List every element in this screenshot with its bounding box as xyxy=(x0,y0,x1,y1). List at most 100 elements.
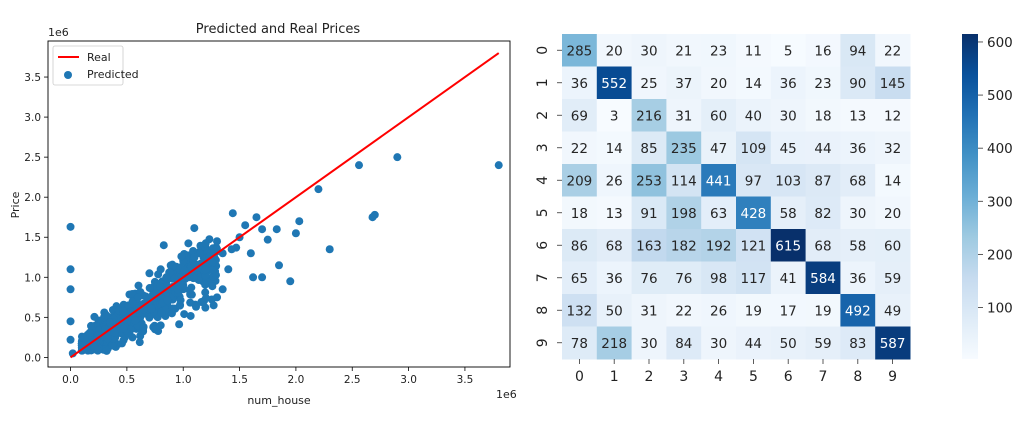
heatmap-cell-value: 98 xyxy=(710,271,727,287)
heatmap-cell xyxy=(736,164,772,197)
heatmap-cell-value: 58 xyxy=(780,206,797,222)
heatmap-cell-value: 85 xyxy=(640,141,657,157)
predicted-point xyxy=(208,265,217,274)
predicted-point xyxy=(151,325,160,334)
predicted-point xyxy=(85,328,94,337)
heatmap-cell xyxy=(770,196,807,230)
heatmap-cell xyxy=(666,229,702,262)
heatmap-cell xyxy=(631,229,667,262)
predicted-point xyxy=(228,209,237,218)
heatmap-cell xyxy=(701,131,737,165)
heatmap-cell-value: 69 xyxy=(571,108,588,124)
predicted-point xyxy=(295,217,304,226)
scatter-y-label: Price xyxy=(9,191,22,218)
heatmap-cell xyxy=(875,326,911,360)
heatmap-cell-value: 45 xyxy=(780,141,797,157)
heatmap-cell xyxy=(666,326,702,360)
predicted-point xyxy=(66,335,75,344)
heatmap-cell xyxy=(770,164,807,197)
predicted-point xyxy=(249,273,258,282)
heatmap-cell xyxy=(736,131,772,165)
predicted-point xyxy=(218,285,227,294)
heatmap-cell xyxy=(736,196,772,230)
heatmap-cell xyxy=(805,294,841,327)
heatmap-cell xyxy=(596,34,633,67)
y-tick-label: 3.5 xyxy=(24,72,41,84)
predicted-point xyxy=(134,293,143,302)
predicted-point xyxy=(393,153,402,162)
heatmap-cell-value: 36 xyxy=(606,271,623,287)
scatter-chart: Predicted and Real Prices 0.0 0.5 1.0 1.5 2.… xyxy=(9,22,517,407)
heatmap-cell-value: 19 xyxy=(745,303,762,319)
predicted-point xyxy=(80,333,89,342)
heatmap-cell-value: 68 xyxy=(849,173,866,189)
heatmap-cell-value: 132 xyxy=(567,303,593,319)
heatmap-y-label: 8 xyxy=(535,306,551,315)
predicted-point xyxy=(145,313,154,322)
heatmap-cell xyxy=(631,66,667,100)
heatmap-cell-value: 14 xyxy=(606,141,623,157)
heatmap-cell-value: 218 xyxy=(601,336,627,352)
predicted-point xyxy=(134,281,143,290)
heatmap-cell xyxy=(701,99,737,132)
heatmap-cell-value: 103 xyxy=(775,173,801,189)
predicted-point xyxy=(201,280,210,289)
colorbar-tick-label: 300 xyxy=(987,194,1013,210)
heatmap-cell xyxy=(805,261,841,295)
heatmap-cell-value: 36 xyxy=(571,76,588,92)
heatmap-cell xyxy=(805,34,841,67)
x-tick-label: 1.0 xyxy=(175,374,192,386)
heatmap-cell xyxy=(666,99,702,132)
heatmap-cell xyxy=(631,99,667,132)
heatmap-cell-value: 16 xyxy=(814,43,831,59)
y-tick-label: 1.0 xyxy=(24,272,41,284)
predicted-point xyxy=(145,284,154,293)
heatmap-cell-value: 91 xyxy=(640,206,657,222)
heatmap-cell-value: 18 xyxy=(814,108,831,124)
predicted-point xyxy=(145,269,154,278)
heatmap-x-label: 1 xyxy=(610,369,619,385)
predicted-point xyxy=(190,260,199,269)
legend-predicted-label: Predicted xyxy=(87,68,139,81)
heatmap-cell-value: 23 xyxy=(710,43,727,59)
heatmap-cell xyxy=(805,66,841,100)
heatmap-cell xyxy=(666,294,702,327)
x-tick-label: 3.0 xyxy=(400,374,417,386)
heatmap-cell-value: 37 xyxy=(675,76,692,92)
x-tick-label: 2.5 xyxy=(344,374,361,386)
heatmap-x-label: 0 xyxy=(575,369,584,385)
heatmap-cell xyxy=(875,99,911,132)
heatmap-cell-value: 32 xyxy=(884,141,901,157)
heatmap-cell-value: 36 xyxy=(849,141,866,157)
heatmap-cell-value: 60 xyxy=(884,238,901,254)
predicted-point xyxy=(208,282,217,291)
y-tick-label: 1.5 xyxy=(24,232,41,244)
predicted-point xyxy=(173,285,182,294)
predicted-point xyxy=(119,324,128,333)
heatmap-cell-value: 60 xyxy=(710,108,727,124)
heatmap-cell xyxy=(562,66,598,100)
heatmap-cell-value: 22 xyxy=(571,141,588,157)
heatmap-cell xyxy=(805,229,841,262)
colorbar-tick-label: 200 xyxy=(987,247,1013,263)
heatmap-x-tick-labels: 0 1 2 3 4 5 6 7 8 9 xyxy=(575,359,897,385)
heatmap-cell-value: 14 xyxy=(745,76,762,92)
heatmap-cell-value: 63 xyxy=(710,206,727,222)
heatmap-cell-value: 58 xyxy=(849,238,866,254)
predicted-point xyxy=(202,294,211,303)
predicted-point xyxy=(139,322,148,331)
heatmap-cell xyxy=(805,99,841,132)
heatmap-cell-value: 192 xyxy=(706,238,732,254)
predicted-point xyxy=(66,265,75,274)
heatmap-cell-value: 84 xyxy=(675,336,692,352)
heatmap-cell xyxy=(770,66,807,100)
heatmap-cell xyxy=(562,131,598,165)
heatmap-cell xyxy=(840,34,876,67)
heatmap-cell-value: 44 xyxy=(814,141,831,157)
heatmap-cell xyxy=(875,261,911,295)
predicted-point xyxy=(119,307,128,316)
predicted-point xyxy=(105,318,114,327)
heatmap-cell-value: 285 xyxy=(567,43,593,59)
heatmap-x-label: 4 xyxy=(714,369,723,385)
